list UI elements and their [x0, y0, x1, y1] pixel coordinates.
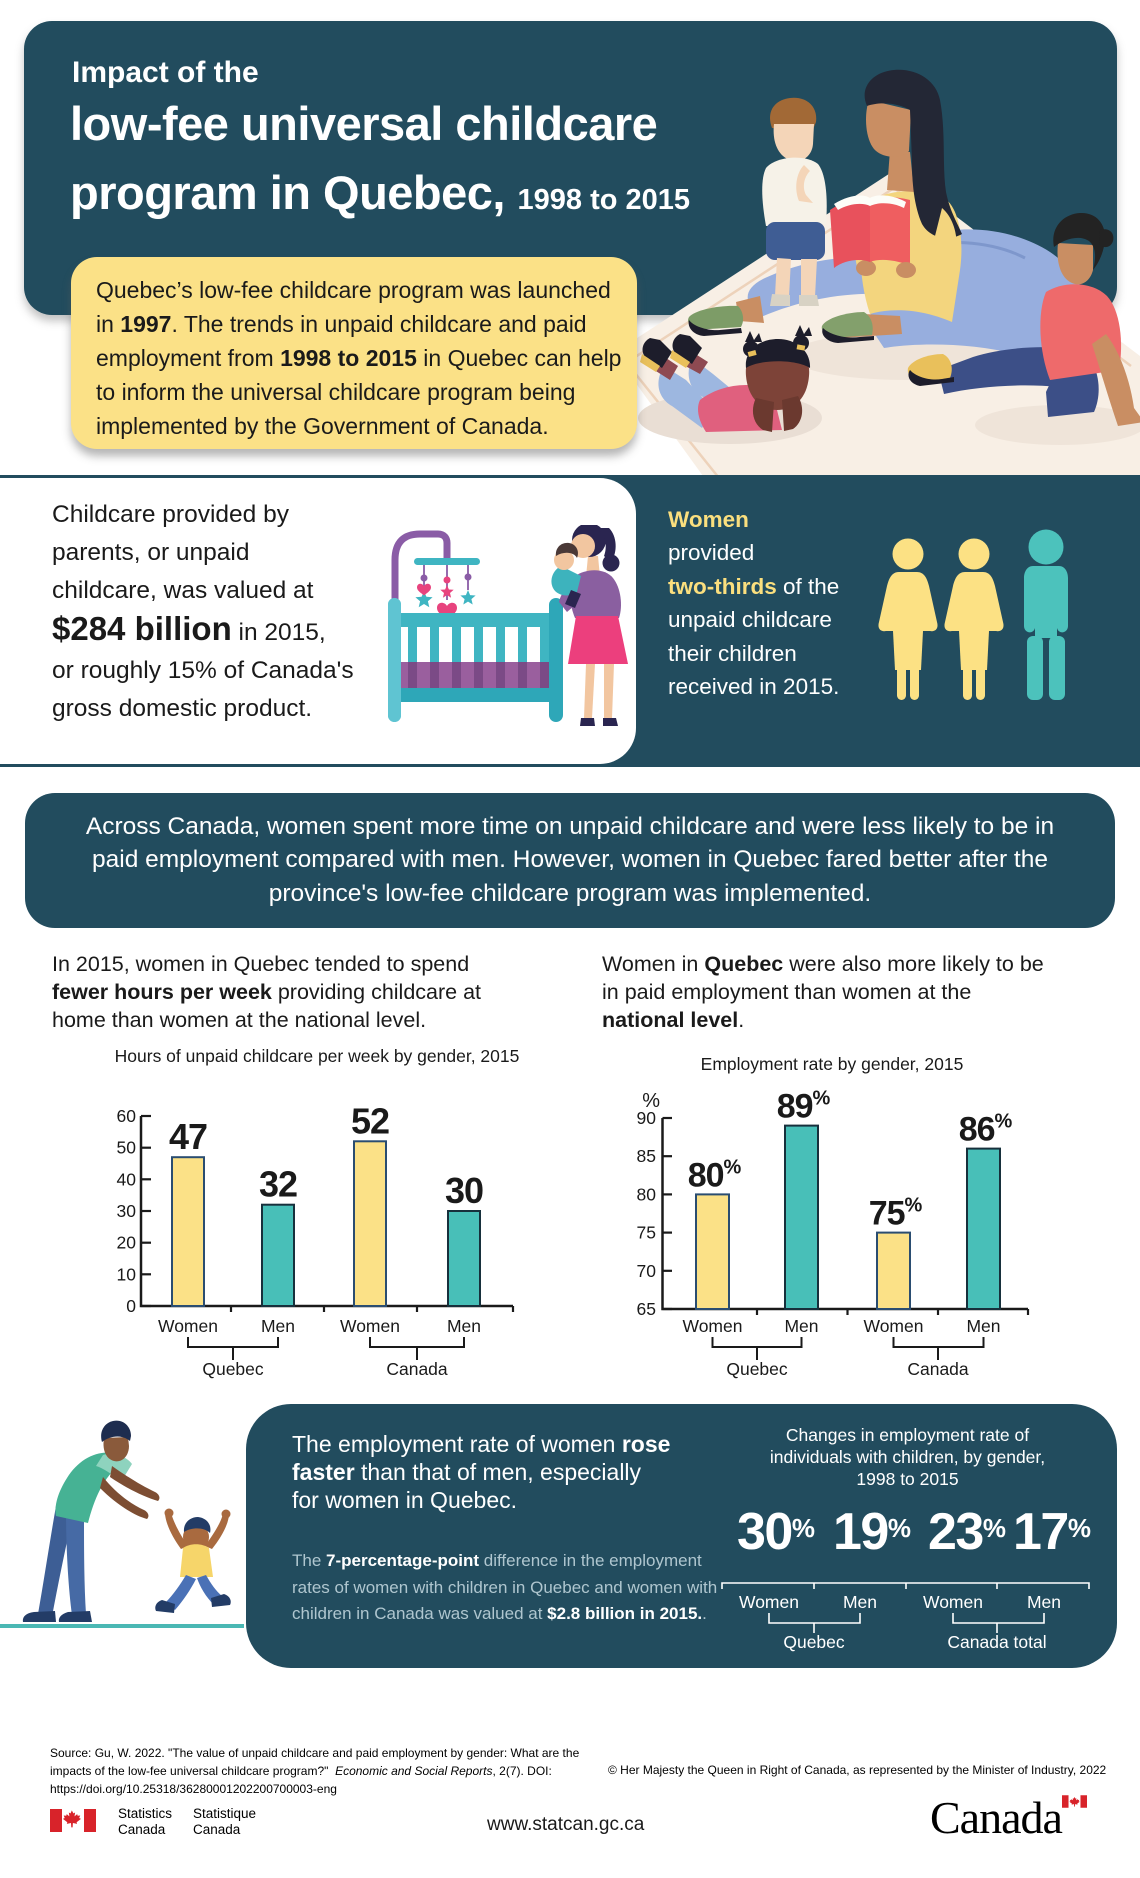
svg-text:Women: Women	[864, 1316, 924, 1336]
svg-text:Men: Men	[261, 1316, 295, 1336]
svg-text:Quebec: Quebec	[726, 1359, 788, 1379]
svg-text:Women: Women	[683, 1316, 743, 1336]
svg-text:90: 90	[637, 1108, 657, 1128]
svg-text:75%: 75%	[869, 1195, 923, 1233]
svg-text:Canada: Canada	[386, 1359, 448, 1379]
svg-text:Men: Men	[966, 1316, 1000, 1336]
svg-text:50: 50	[117, 1138, 137, 1158]
svg-text:89%: 89%	[777, 1088, 831, 1126]
svg-text:60: 60	[117, 1106, 137, 1126]
svg-text:80: 80	[637, 1184, 657, 1204]
svg-text:80%: 80%	[688, 1156, 742, 1194]
svg-text:Canada: Canada	[907, 1359, 969, 1379]
svg-text:20: 20	[117, 1233, 137, 1253]
svg-text:86%: 86%	[959, 1111, 1013, 1149]
svg-text:70: 70	[637, 1261, 657, 1281]
svg-text:52: 52	[351, 1100, 389, 1141]
svg-text:Quebec: Quebec	[202, 1359, 264, 1379]
svg-text:Men: Men	[1027, 1592, 1061, 1612]
svg-text:Women: Women	[739, 1592, 799, 1612]
svg-text:85: 85	[637, 1146, 656, 1166]
svg-text:47: 47	[169, 1116, 207, 1157]
svg-text:10: 10	[117, 1264, 137, 1284]
svg-text:Women: Women	[923, 1592, 983, 1612]
svg-text:32: 32	[259, 1164, 297, 1205]
svg-text:75: 75	[637, 1223, 656, 1243]
svg-text:Women: Women	[340, 1316, 400, 1336]
svg-text:65: 65	[637, 1299, 656, 1319]
svg-text:Men: Men	[843, 1592, 877, 1612]
svg-text:Men: Men	[447, 1316, 481, 1336]
svg-text:0: 0	[126, 1296, 136, 1316]
svg-text:40: 40	[117, 1169, 137, 1189]
svg-text:30: 30	[445, 1170, 483, 1211]
svg-text:%: %	[642, 1090, 660, 1112]
svg-text:Quebec: Quebec	[783, 1632, 845, 1652]
svg-text:Canada total: Canada total	[947, 1632, 1046, 1652]
svg-text:30: 30	[117, 1201, 137, 1221]
svg-text:Men: Men	[784, 1316, 818, 1336]
svg-text:Women: Women	[158, 1316, 218, 1336]
